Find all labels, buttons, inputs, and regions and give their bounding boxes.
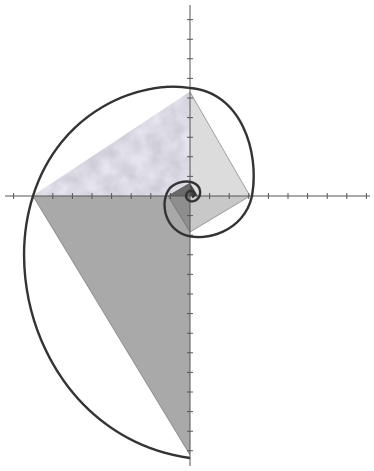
axis-ticks bbox=[13, 19, 367, 452]
spiral bbox=[22, 85, 255, 460]
upper-left-triangle bbox=[31, 91, 191, 197]
upper-right-triangle bbox=[189, 90, 251, 197]
lower-left-triangle bbox=[32, 195, 191, 457]
lower-right-triangle bbox=[189, 195, 252, 233]
smallest-triangle bbox=[190, 183, 198, 196]
